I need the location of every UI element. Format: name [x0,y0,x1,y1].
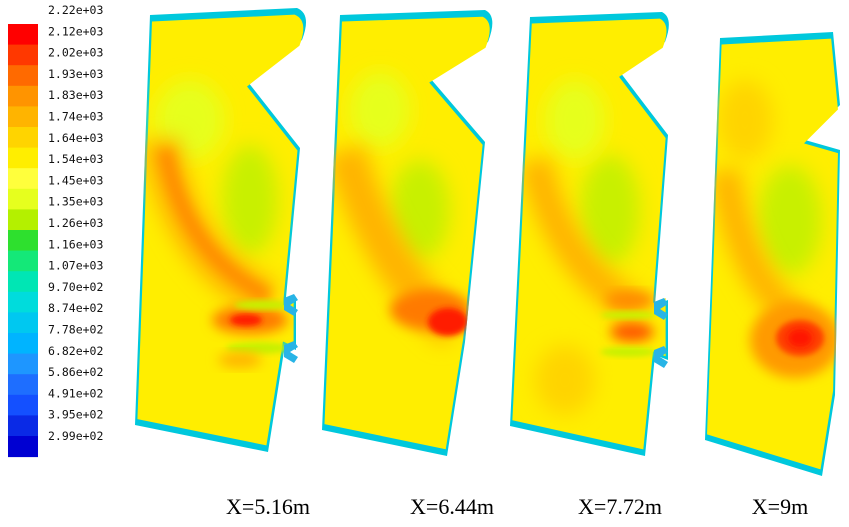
legend-swatch [8,333,38,355]
legend-swatch [8,353,38,375]
legend-swatch [8,415,38,437]
legend-label: 4.91e+02 [48,386,103,400]
legend-swatch [8,312,38,334]
contour-panel-4 [705,32,840,476]
legend-label: 1.07e+03 [48,259,103,273]
legend-label: 7.78e+02 [48,323,103,337]
legend-swatch [8,106,38,128]
legend-label: 1.35e+03 [48,195,103,209]
legend-swatch [8,250,38,272]
legend-swatch [8,230,38,252]
legend-label: 5.86e+02 [48,365,103,379]
legend-label: 3.95e+02 [48,408,103,422]
legend-label: 8.74e+02 [48,301,103,315]
legend-swatch [8,24,38,46]
caption-panel-4: X=9m [752,494,808,519]
contour-panel-3 [510,12,669,456]
legend-swatch [8,127,38,149]
legend-swatch [8,147,38,169]
caption-panel-1: X=5.16m [226,494,310,519]
legend-label: 1.64e+03 [48,131,103,145]
legend-label: 2.99e+02 [48,429,103,443]
legend-label: 1.16e+03 [48,237,103,251]
caption-panel-3: X=7.72m [578,494,662,519]
legend-label: 2.22e+03 [48,3,103,17]
legend-swatch [8,188,38,210]
legend-label: 1.54e+03 [48,152,103,166]
legend-swatch [8,65,38,87]
legend-label: 2.12e+03 [48,24,103,38]
legend-swatch [8,209,38,231]
caption-panel-2: X=6.44m [410,494,494,519]
contour-panel-2 [322,10,493,456]
legend-label: 1.83e+03 [48,88,103,102]
legend-label: 1.93e+03 [48,67,103,81]
legend-swatch [8,374,38,396]
legend-label: 2.02e+03 [48,46,103,60]
legend-label: 6.82e+02 [48,344,103,358]
legend-swatch [8,291,38,313]
legend-swatch [8,394,38,416]
legend-label: 9.70e+02 [48,280,103,294]
contour-panel-1 [135,8,306,452]
legend-swatch [8,436,38,458]
legend-swatch [8,271,38,293]
legend-label: 1.45e+03 [48,173,103,187]
legend-label: 1.74e+03 [48,110,103,124]
legend-label: 1.26e+03 [48,216,103,230]
legend: 2.22e+03 2.12e+03 2.02e+03 1.93e+03 1.83e+03… [8,3,103,458]
legend-swatch [8,44,38,66]
legend-swatch [8,85,38,107]
legend-swatch [8,168,38,190]
